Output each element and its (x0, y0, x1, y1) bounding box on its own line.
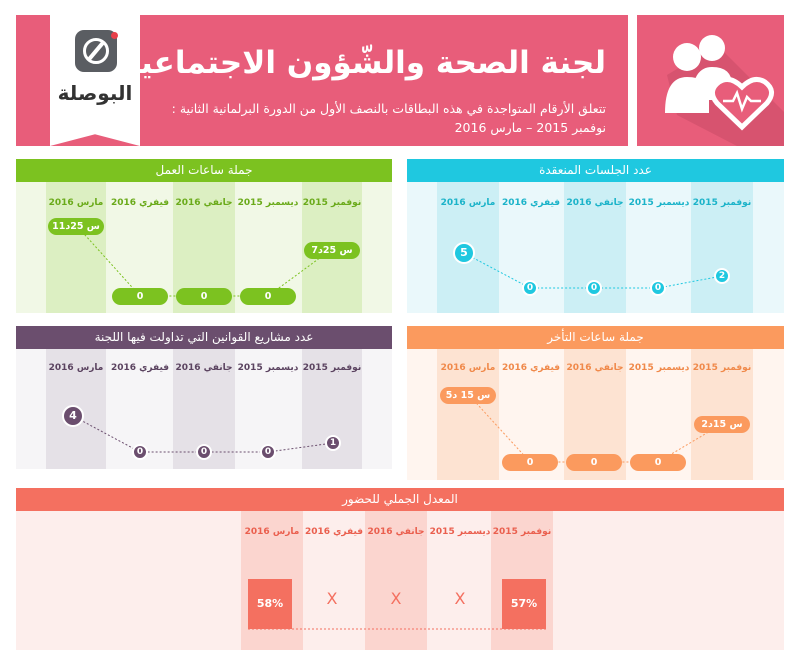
panel-title: عدد الجلسات المنعقدة (407, 159, 784, 182)
panel-bills: عدد مشاريع القوانين التي تداولت فيها الل… (16, 326, 392, 469)
compass-icon (75, 30, 118, 72)
panel-delay: جملة ساعات التأخر نوفمبر 2015 ديسمبر 201… (407, 326, 784, 480)
percent-box: 58% (248, 579, 292, 629)
header-banner: البوصلة لجنة الصحة والشّؤون الاجتماعية ت… (16, 15, 628, 146)
page-title: لجنة الصحة والشّؤون الاجتماعية (122, 45, 606, 81)
subtitle-line-2: نوفمبر 2015 – مارس 2016 (454, 120, 606, 135)
month-label: ديسمبر 2015 (237, 198, 299, 208)
month-label: مارس 2016 (48, 198, 104, 208)
panel-title: عدد مشاريع القوانين التي تداولت فيها الل… (16, 326, 392, 349)
subtitle-line-1: تتعلق الأرقام المتواجدة في هذه البطاقات … (171, 101, 606, 116)
value-pill: 0 (240, 288, 296, 305)
month-label: نوفمبر 2015 (302, 198, 362, 208)
value-pill: 0 (566, 454, 622, 471)
logo[interactable]: البوصلة (50, 15, 140, 146)
month-label: جانفي 2016 (566, 198, 624, 208)
value-dot: 4 (62, 405, 84, 427)
value-pill: 11س 25د (48, 218, 104, 235)
month-label: فيفري 2016 (110, 363, 170, 373)
value-dot: 0 (132, 444, 148, 460)
no-data-mark: X (454, 589, 466, 608)
panel-attendance: المعدل الجملي للحضور نوفمبر 2015 ديسمبر … (16, 488, 784, 650)
value-dot: 0 (586, 280, 602, 296)
panel-work-hours: جملة ساعات العمل نوفمبر 2015 ديسمبر 2015… (16, 159, 392, 313)
trend-line (248, 628, 546, 630)
logo-text: البوصلة (57, 81, 133, 105)
month-label: مارس 2016 (440, 363, 496, 373)
value-pill: 2س 15د (694, 416, 750, 433)
value-dot: 0 (522, 280, 538, 296)
trend-line (75, 224, 333, 297)
month-label: مارس 2016 (440, 198, 496, 208)
month-label: جانفي 2016 (566, 363, 624, 373)
no-data-mark: X (326, 589, 338, 608)
value-pill: 0 (630, 454, 686, 471)
month-label: جانفي 2016 (367, 527, 425, 537)
month-label: ديسمبر 2015 (429, 527, 491, 537)
month-label: ديسمبر 2015 (628, 198, 690, 208)
month-label: نوفمبر 2015 (492, 527, 552, 537)
month-label: نوفمبر 2015 (302, 363, 362, 373)
value-dot: 0 (196, 444, 212, 460)
page-subtitle: تتعلق الأرقام المتواجدة في هذه البطاقات … (136, 99, 606, 137)
value-dot: 0 (650, 280, 666, 296)
panel-sessions: عدد الجلسات المنعقدة نوفمبر 2015 ديسمبر … (407, 159, 784, 313)
value-pill: 0 (176, 288, 232, 305)
value-dot: 0 (260, 444, 276, 460)
value-dot: 2 (714, 268, 730, 284)
panel-title: جملة ساعات العمل (16, 159, 392, 182)
panel-title: جملة ساعات التأخر (407, 326, 784, 349)
panel-title: المعدل الجملي للحضور (16, 488, 784, 511)
no-data-mark: X (390, 589, 402, 608)
month-label: نوفمبر 2015 (692, 363, 752, 373)
people-heart-icon (637, 15, 784, 146)
value-dot: 1 (325, 435, 341, 451)
month-label: مارس 2016 (244, 527, 300, 537)
month-label: جانفي 2016 (175, 198, 233, 208)
month-label: فيفري 2016 (110, 198, 170, 208)
trend-line (467, 393, 723, 463)
percent-box: 57% (502, 579, 546, 629)
month-label: فيفري 2016 (304, 527, 364, 537)
month-label: فيفري 2016 (501, 363, 561, 373)
value-pill: 7س 25د (304, 242, 360, 259)
value-pill: 0 (112, 288, 168, 305)
value-pill: 5س 15 د (440, 387, 496, 404)
month-label: ديسمبر 2015 (237, 363, 299, 373)
month-label: ديسمبر 2015 (628, 363, 690, 373)
month-label: فيفري 2016 (501, 198, 561, 208)
month-label: مارس 2016 (48, 363, 104, 373)
month-label: جانفي 2016 (175, 363, 233, 373)
month-label: نوفمبر 2015 (692, 198, 752, 208)
value-dot: 5 (453, 242, 475, 264)
value-pill: 0 (502, 454, 558, 471)
